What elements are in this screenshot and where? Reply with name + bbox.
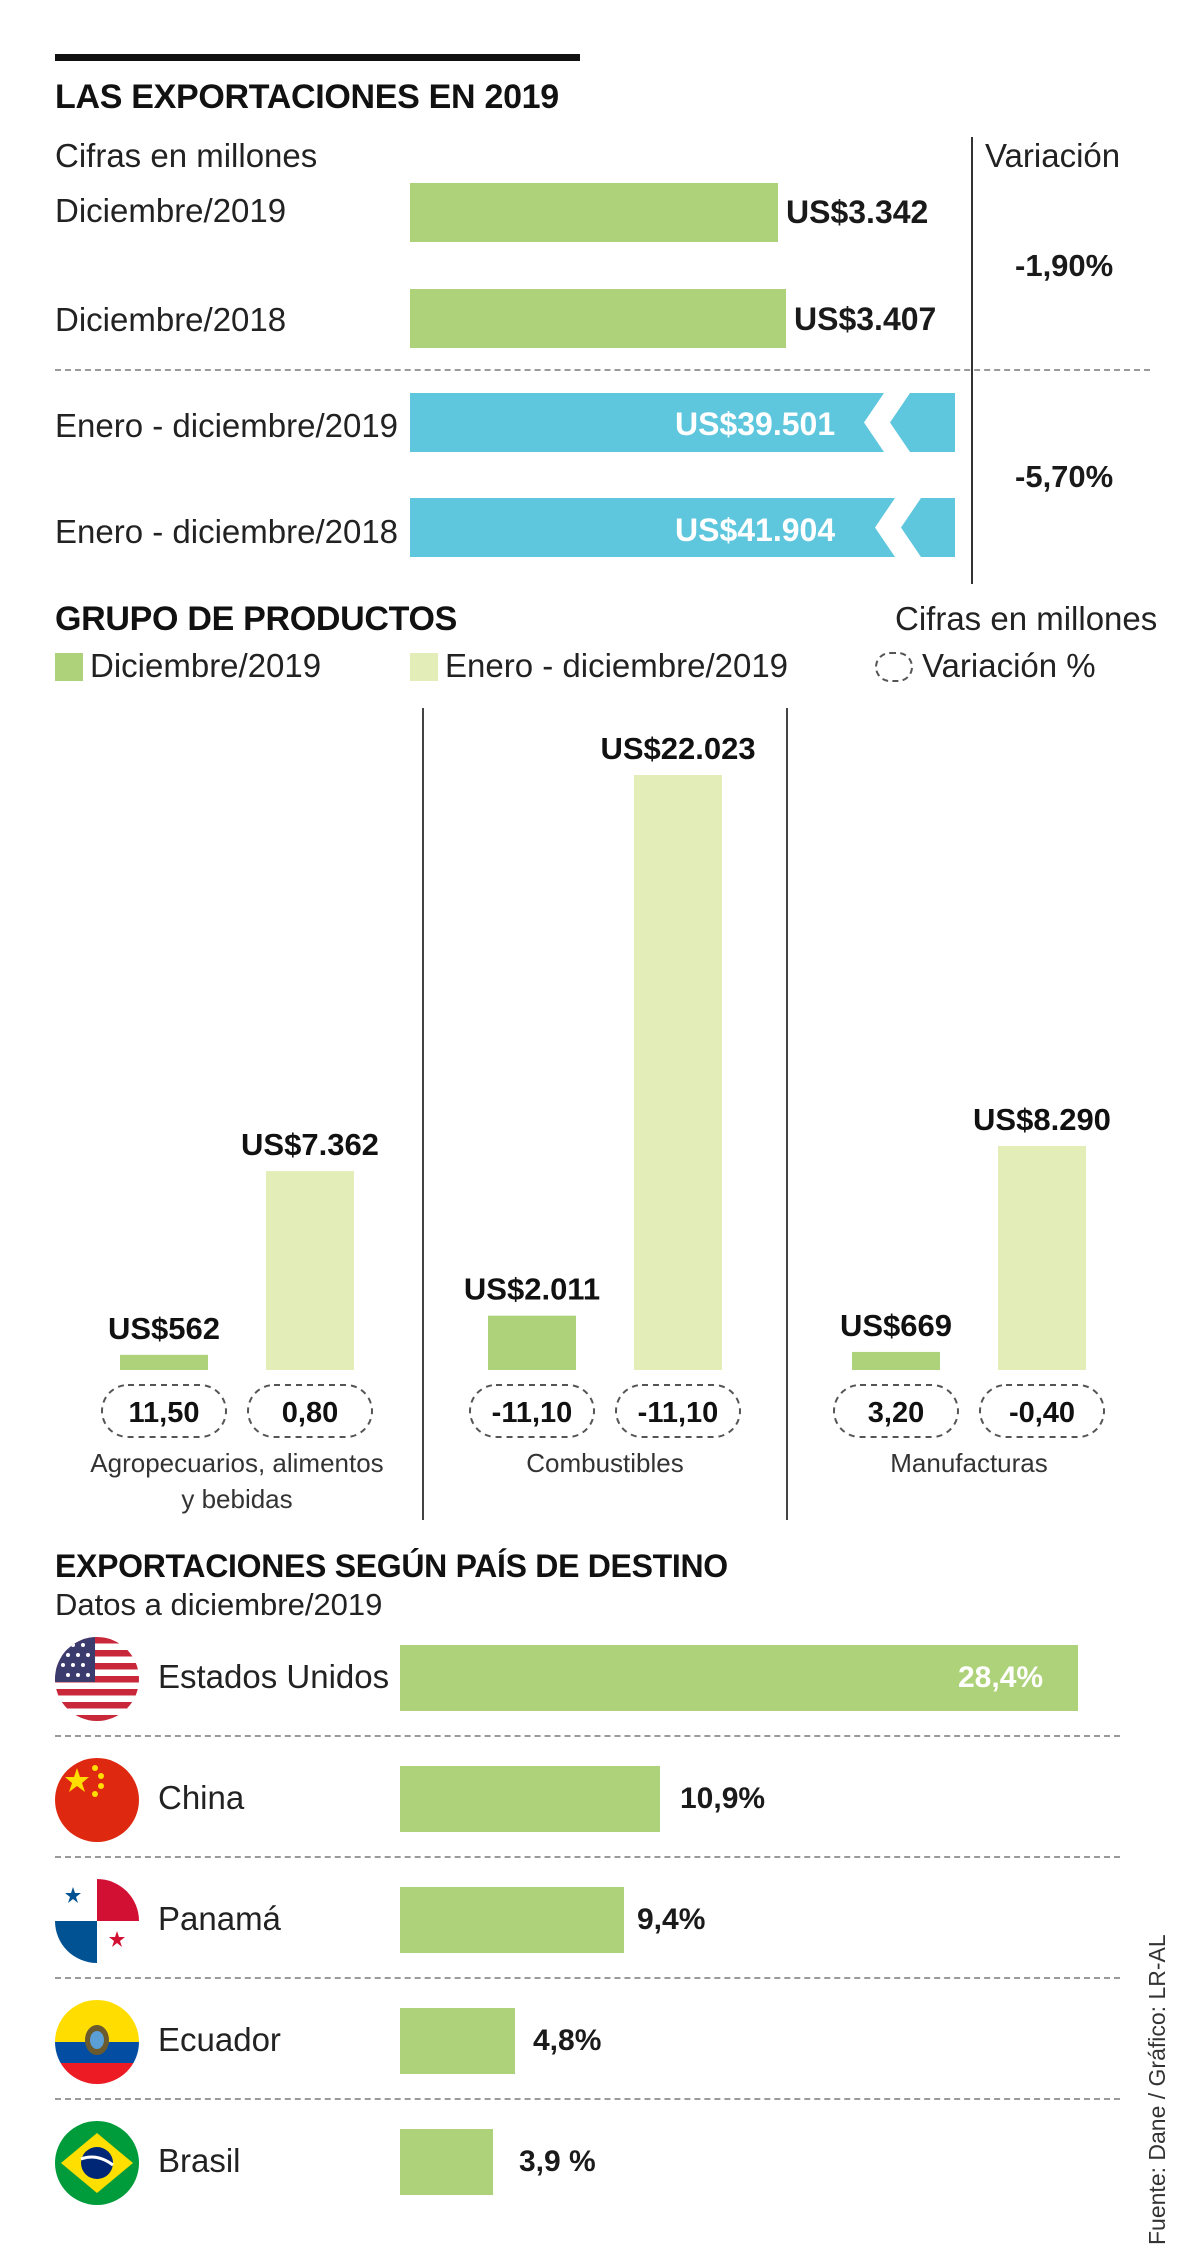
variation-value: 0,80 (282, 1397, 338, 1429)
legend-year: Enero - diciembre/2019 (445, 647, 789, 684)
products-units: Cifras en millones (895, 600, 1158, 637)
destination-value: 4,8% (533, 2024, 602, 2057)
exports-units: Cifras en millones (55, 137, 318, 174)
variation-value: -0,40 (1009, 1397, 1075, 1429)
source-credit: Fuente: Dane / Gráfico: LR-AL (1144, 1934, 1170, 2245)
variation-value: 11,50 (129, 1397, 200, 1429)
country-name: Brasil (158, 2142, 241, 2179)
variation-pill (833, 1384, 959, 1438)
legend-variation-icon (875, 652, 913, 682)
country-name: Estados Unidos (158, 1658, 390, 1695)
legend-swatch-december (55, 653, 83, 681)
export-row-label: Diciembre/2019 (55, 192, 287, 229)
country-name: Ecuador (158, 2021, 281, 2058)
legend-variation: Variación % (922, 647, 1096, 684)
legend-december: Diciembre/2019 (90, 647, 322, 684)
bar-year (634, 775, 722, 1370)
panama-flag-icon (55, 1879, 139, 1963)
top-rule (55, 54, 580, 61)
destination-value: 3,9 % (519, 2145, 596, 2178)
category-label: Combustibles (526, 1448, 684, 1478)
legend-swatch-year (410, 653, 438, 681)
variation-december: -1,90% (1015, 248, 1114, 283)
divider (55, 2098, 1120, 2100)
country-name: Panamá (158, 1900, 281, 1937)
variation-year: -5,70% (1015, 459, 1114, 494)
export-row-label: Enero - diciembre/2019 (55, 407, 399, 444)
destination-value: 28,4% (958, 1661, 1044, 1694)
bar-year (266, 1171, 354, 1370)
exports-title: LAS EXPORTACIONES EN 2019 (55, 78, 559, 116)
bar-year (998, 1146, 1086, 1370)
divider (55, 1735, 1120, 1737)
bar-december (120, 1354, 208, 1370)
export-bar-year-2018 (410, 498, 955, 557)
destination-value: 10,9% (680, 1782, 766, 1815)
divider (55, 369, 1150, 371)
destination-bar (400, 1645, 1078, 1711)
variation-value: -11,10 (638, 1397, 719, 1429)
export-row-label: Enero - diciembre/2018 (55, 513, 399, 550)
export-value: US$41.904 (675, 512, 836, 548)
variation-divider (971, 137, 973, 584)
divider (55, 1977, 1120, 1979)
destination-bar (400, 1766, 661, 1832)
category-label: y bebidas (181, 1484, 292, 1514)
products-title: GRUPO DE PRODUCTOS (55, 600, 458, 638)
destinations-subtitle: Datos a diciembre/2019 (55, 1587, 383, 1622)
variation-pill (469, 1384, 595, 1438)
bar-value-label: US$562 (108, 1311, 220, 1346)
export-value: US$39.501 (675, 406, 836, 442)
usa-flag-icon (55, 1637, 139, 1721)
variation-pill (979, 1384, 1105, 1438)
export-row-label: Diciembre/2018 (55, 301, 287, 338)
china-flag-icon (55, 1758, 139, 1842)
brazil-flag-icon (55, 2121, 139, 2205)
bar-december (488, 1315, 576, 1370)
export-bar-dec-2018 (410, 289, 786, 348)
export-bar-dec-2019 (410, 183, 778, 242)
variation-pill (615, 1384, 741, 1438)
bar-value-label: US$669 (840, 1308, 952, 1343)
bar-december (852, 1351, 940, 1370)
variation-pill (247, 1384, 373, 1438)
ecuador-flag-icon (55, 2000, 139, 2084)
export-bar-year-2019 (410, 393, 955, 452)
variation-header: Variación (985, 137, 1121, 174)
bar-value-label: US$2.011 (464, 1272, 600, 1307)
bar-value-label: US$7.362 (241, 1127, 379, 1162)
destination-bar (400, 2008, 515, 2074)
variation-pill (101, 1384, 227, 1438)
products-bar-chart: US$562 11,50 US$7.362 0,80 Agropecuarios, al… (90, 708, 1111, 1520)
export-value: US$3.407 (794, 301, 937, 337)
country-name: China (158, 1779, 245, 1816)
variation-value: -11,10 (492, 1397, 573, 1429)
destination-bar (400, 2129, 494, 2195)
destination-value: 9,4% (637, 1903, 706, 1936)
category-label: Agropecuarios, alimentos (90, 1448, 383, 1478)
category-label: Manufacturas (890, 1448, 1048, 1478)
destinations-title: EXPORTACIONES SEGÚN PAÍS DE DESTINO (55, 1548, 728, 1584)
destination-bar (400, 1887, 625, 1953)
divider (55, 1856, 1120, 1858)
bar-value-label: US$8.290 (973, 1102, 1111, 1137)
export-value: US$3.342 (786, 194, 929, 230)
bar-value-label: US$22.023 (600, 731, 755, 766)
variation-value: 3,20 (868, 1397, 924, 1429)
